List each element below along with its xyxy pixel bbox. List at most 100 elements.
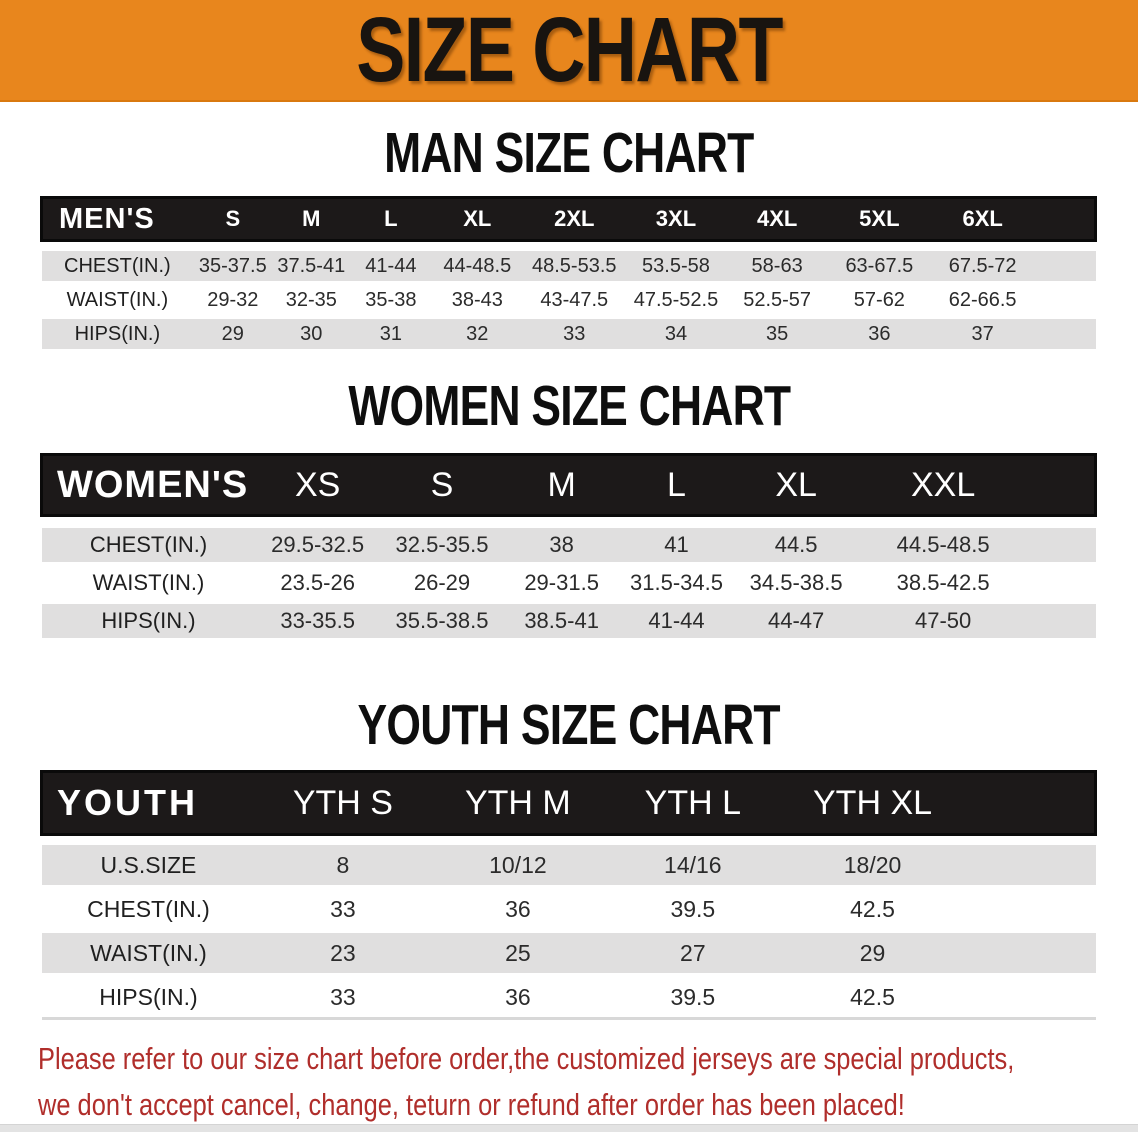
size-cell: 29.5-32.5 — [255, 526, 380, 566]
size-cell: 29 — [780, 931, 965, 977]
size-cell: 31 — [350, 317, 432, 353]
size-cell: 29 — [193, 317, 273, 353]
size-col-header: M — [504, 453, 620, 517]
row-label: HIPS(IN.) — [41, 975, 256, 1020]
size-cell: 41-44 — [619, 602, 734, 642]
disclaimer-line-2: we don't accept cancel, change, teturn o… — [38, 1087, 905, 1122]
size-cell: 33-35.5 — [255, 602, 380, 642]
size-col-header: YTH XL — [780, 770, 965, 836]
size-cell: 34 — [625, 317, 727, 353]
size-cell: 33 — [255, 975, 431, 1020]
banner-title: SIZE CHART — [356, 0, 783, 101]
man-section-title: MAN SIZE CHART — [384, 121, 754, 185]
size-col-header: 6XL — [931, 196, 1035, 242]
size-cell: 36 — [827, 317, 931, 353]
row-label: CHEST(IN.) — [41, 249, 194, 285]
size-cell: 37 — [931, 317, 1035, 353]
size-cell: 18/20 — [780, 843, 965, 889]
size-cell: 25 — [430, 931, 606, 977]
spacer-cell — [1034, 283, 1096, 319]
size-col-header: M — [272, 196, 351, 242]
size-cell: 33 — [255, 887, 431, 933]
row-gap — [41, 834, 1096, 845]
size-cell: 26-29 — [379, 564, 505, 604]
size-cell: 35 — [726, 317, 828, 353]
size-col-header: XL — [733, 453, 859, 517]
size-cell: 41-44 — [350, 249, 432, 285]
size-cell: 41 — [619, 526, 734, 566]
size-cell: 35.5-38.5 — [379, 602, 505, 642]
spacer-cell — [1027, 564, 1096, 604]
women-size-table: WOMEN'S XS S M L XL XXL CHEST(IN.) 29.5-… — [40, 453, 1097, 642]
size-col-header: 5XL — [827, 196, 931, 242]
size-cell: 35-38 — [350, 283, 432, 319]
row-gap — [41, 515, 1096, 528]
table-row: WAIST(IN.) 23.5-26 26-29 29-31.5 31.5-34… — [41, 564, 1096, 604]
disclaimer-text: Please refer to our size chart before or… — [38, 1036, 1138, 1128]
size-col-header: 3XL — [625, 196, 727, 242]
youth-size-table: YOUTH YTH S YTH M YTH L YTH XL U.S.SIZE … — [40, 770, 1097, 1020]
size-cell: 23 — [255, 931, 431, 977]
size-col-header: S — [379, 453, 505, 517]
row-label: WAIST(IN.) — [41, 283, 194, 319]
table-row: HIPS(IN.) 33-35.5 35.5-38.5 38.5-41 41-4… — [41, 602, 1096, 642]
size-cell: 38.5-42.5 — [858, 564, 1028, 604]
size-cell: 67.5-72 — [931, 249, 1035, 285]
size-cell: 62-66.5 — [931, 283, 1035, 319]
row-label: WAIST(IN.) — [41, 564, 256, 604]
size-col-header: YTH S — [255, 770, 431, 836]
row-label: CHEST(IN.) — [41, 526, 256, 566]
table-row: CHEST(IN.) 33 36 39.5 42.5 — [41, 887, 1096, 933]
size-cell: 34.5-38.5 — [733, 564, 859, 604]
row-label: WAIST(IN.) — [41, 931, 256, 977]
women-section-title: WOMEN SIZE CHART — [348, 374, 791, 438]
spacer-cell — [964, 975, 1096, 1020]
spacer-cell — [964, 931, 1096, 977]
size-col-header: L — [350, 196, 432, 242]
size-col-header: S — [193, 196, 273, 242]
size-cell: 36 — [430, 887, 606, 933]
youth-section-title: YOUTH SIZE CHART — [357, 693, 781, 757]
size-cell: 14/16 — [605, 843, 781, 889]
size-cell: 32.5-35.5 — [379, 526, 505, 566]
spacer-cell — [964, 770, 1097, 836]
bottom-divider — [0, 1124, 1138, 1132]
size-col-header: L — [619, 453, 734, 517]
table-row: HIPS(IN.) 29 30 31 32 33 34 35 36 37 — [41, 317, 1096, 353]
row-gap — [41, 240, 1096, 251]
size-cell: 58-63 — [726, 249, 828, 285]
size-cell: 53.5-58 — [625, 249, 727, 285]
men-table-label: MEN'S — [40, 196, 194, 242]
spacer-cell — [1027, 526, 1096, 566]
table-row: WAIST(IN.) 29-32 32-35 35-38 38-43 43-47… — [41, 283, 1096, 319]
size-cell: 42.5 — [780, 887, 965, 933]
size-cell: 36 — [430, 975, 606, 1020]
size-cell: 38-43 — [431, 283, 524, 319]
size-cell: 44-48.5 — [431, 249, 524, 285]
size-cell: 43-47.5 — [523, 283, 626, 319]
size-cell: 23.5-26 — [255, 564, 380, 604]
size-col-header: YTH L — [605, 770, 781, 836]
spacer-cell — [964, 843, 1096, 889]
size-col-header: XS — [255, 453, 380, 517]
size-col-header: YTH M — [430, 770, 606, 836]
size-cell: 29-31.5 — [504, 564, 620, 604]
size-col-header: XXL — [858, 453, 1028, 517]
size-col-header: 2XL — [523, 196, 626, 242]
size-cell: 10/12 — [430, 843, 606, 889]
size-cell: 38.5-41 — [504, 602, 620, 642]
men-size-table: MEN'S S M L XL 2XL 3XL 4XL 5XL 6XL CHEST… — [40, 196, 1098, 353]
table-row: WAIST(IN.) 23 25 27 29 — [41, 931, 1096, 977]
size-cell: 35-37.5 — [193, 249, 273, 285]
size-cell: 44.5 — [733, 526, 859, 566]
spacer-cell — [1034, 249, 1096, 285]
spacer-cell — [1034, 196, 1098, 242]
table-row: U.S.SIZE 8 10/12 14/16 18/20 — [41, 843, 1096, 889]
size-cell: 32 — [431, 317, 524, 353]
size-col-header: XL — [431, 196, 524, 242]
size-cell: 44.5-48.5 — [858, 526, 1028, 566]
women-table-label: WOMEN'S — [40, 453, 256, 517]
table-row: CHEST(IN.) 29.5-32.5 32.5-35.5 38 41 44.… — [41, 526, 1096, 566]
size-cell: 30 — [272, 317, 351, 353]
